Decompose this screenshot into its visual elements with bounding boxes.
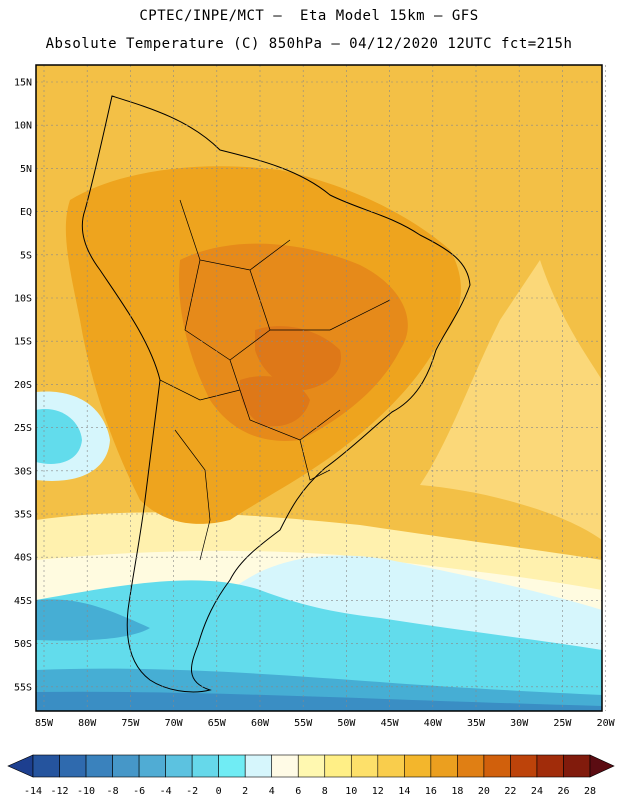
- lat-label: 5S: [20, 250, 32, 261]
- colorbar-swatch: [165, 754, 193, 778]
- lat-label: 55S: [14, 682, 32, 693]
- colorbar: [7, 754, 615, 778]
- temp-region: [36, 599, 150, 641]
- colorbar-tick-label: 6: [295, 786, 301, 797]
- colorbar-swatch: [377, 754, 405, 778]
- colorbar-swatch: [324, 754, 352, 778]
- colorbar-tick-label: 0: [216, 786, 222, 797]
- colorbar-swatch: [85, 754, 113, 778]
- temp-region: [239, 376, 310, 427]
- colorbar-swatch: [138, 754, 166, 778]
- colorbar-swatch: [32, 754, 60, 778]
- colorbar-swatch: [112, 754, 140, 778]
- lat-label: 15N: [14, 78, 32, 89]
- colorbar-tick-label: 12: [372, 786, 384, 797]
- colorbar-tick-label: -14: [24, 786, 42, 797]
- colorbar-swatch: [510, 754, 538, 778]
- lat-label: 50S: [14, 639, 32, 650]
- lon-label: 70W: [165, 718, 184, 729]
- lon-label: 45W: [381, 718, 400, 729]
- lon-label: 75W: [121, 718, 140, 729]
- temp-region: [420, 260, 602, 540]
- colorbar-tick-label: 26: [557, 786, 569, 797]
- colorbar-swatch: [271, 754, 299, 778]
- colorbar-tick-label: -12: [50, 786, 68, 797]
- lon-label: 50W: [337, 718, 356, 729]
- colorbar-tick-label: 18: [451, 786, 463, 797]
- colorbar-swatch: [350, 754, 379, 778]
- lon-label: 80W: [78, 718, 97, 729]
- lon-label: 55W: [294, 718, 313, 729]
- temp-region: [36, 409, 82, 464]
- colorbar-swatch: [430, 754, 458, 778]
- map-title-line1: CPTEC/INPE/MCT – Eta Model 15km – GFS: [139, 8, 479, 24]
- lon-label: 40W: [424, 718, 443, 729]
- colorbar-swatch: [218, 754, 246, 778]
- colorbar-tick-label: 16: [425, 786, 437, 797]
- colorbar-tick-label: 24: [531, 786, 543, 797]
- colorbar-labels: -14 -12 -10 -8 -6 -4 -2 0 2 4 6 8 10 12 14 16 18 20 22 24 26…: [24, 786, 596, 797]
- colorbar-tick-label: 4: [269, 786, 275, 797]
- colorbar-tick-label: 14: [398, 786, 410, 797]
- latitude-labels: 15N 10N 5N EQ 5S 10S 15S 20S 25S 30S 35S 40S 45S 50S 5…: [14, 78, 32, 694]
- colorbar-tick-label: -10: [77, 786, 95, 797]
- colorbar-tick-label: -8: [107, 786, 119, 797]
- colorbar-swatch: [244, 754, 273, 778]
- colorbar-min-arrow: [7, 754, 34, 778]
- lat-label: 10N: [14, 121, 32, 132]
- longitude-labels: 85W 80W 75W 70W 65W 60W 55W 50W 45W 40W 35W 30W 25W 2…: [35, 718, 616, 729]
- colorbar-tick-label: -2: [186, 786, 198, 797]
- lat-label: 5N: [20, 164, 32, 175]
- lat-label: 40S: [14, 553, 32, 564]
- colorbar-swatch: [563, 754, 591, 778]
- colorbar-swatch: [297, 754, 326, 778]
- lat-label: 30S: [14, 466, 32, 477]
- lon-label: 85W: [35, 718, 54, 729]
- lon-label: 30W: [510, 718, 529, 729]
- colorbar-tick-label: 28: [584, 786, 596, 797]
- colorbar-tick-label: -4: [160, 786, 172, 797]
- lat-label: 45S: [14, 596, 32, 607]
- colorbar-swatch: [191, 754, 219, 778]
- colorbar-swatch: [59, 754, 87, 778]
- colorbar-swatch: [483, 754, 511, 778]
- temp-region: [255, 326, 341, 390]
- lon-label: 60W: [251, 718, 270, 729]
- lat-label: 15S: [14, 337, 32, 348]
- lon-label: 25W: [553, 718, 572, 729]
- colorbar-swatch: [457, 754, 485, 778]
- colorbar-tick-label: 2: [242, 786, 248, 797]
- colorbar-tick-label: -6: [133, 786, 145, 797]
- lat-label: EQ: [20, 207, 32, 218]
- colorbar-max-arrow: [589, 754, 615, 778]
- lat-label: 35S: [14, 510, 32, 521]
- lon-label: 20W: [597, 718, 616, 729]
- map-frame: [35, 64, 603, 712]
- temperature-field: [36, 65, 602, 711]
- colorbar-tick-label: 22: [504, 786, 516, 797]
- colorbar-tick-label: 10: [345, 786, 357, 797]
- lat-label: 20S: [14, 380, 32, 391]
- colorbar-swatch: [536, 754, 564, 778]
- lon-label: 65W: [208, 718, 227, 729]
- map-title-line2: Absolute Temperature (C) 850hPa – 04/12/…: [45, 36, 573, 52]
- graticule: [36, 65, 606, 711]
- lat-label: 25S: [14, 423, 32, 434]
- lat-label: 10S: [14, 294, 32, 305]
- colorbar-tick-label: 20: [478, 786, 490, 797]
- lon-label: 35W: [467, 718, 486, 729]
- temp-region: [36, 691, 602, 711]
- colorbar-tick-label: 8: [322, 786, 328, 797]
- colorbar-swatch: [404, 754, 432, 778]
